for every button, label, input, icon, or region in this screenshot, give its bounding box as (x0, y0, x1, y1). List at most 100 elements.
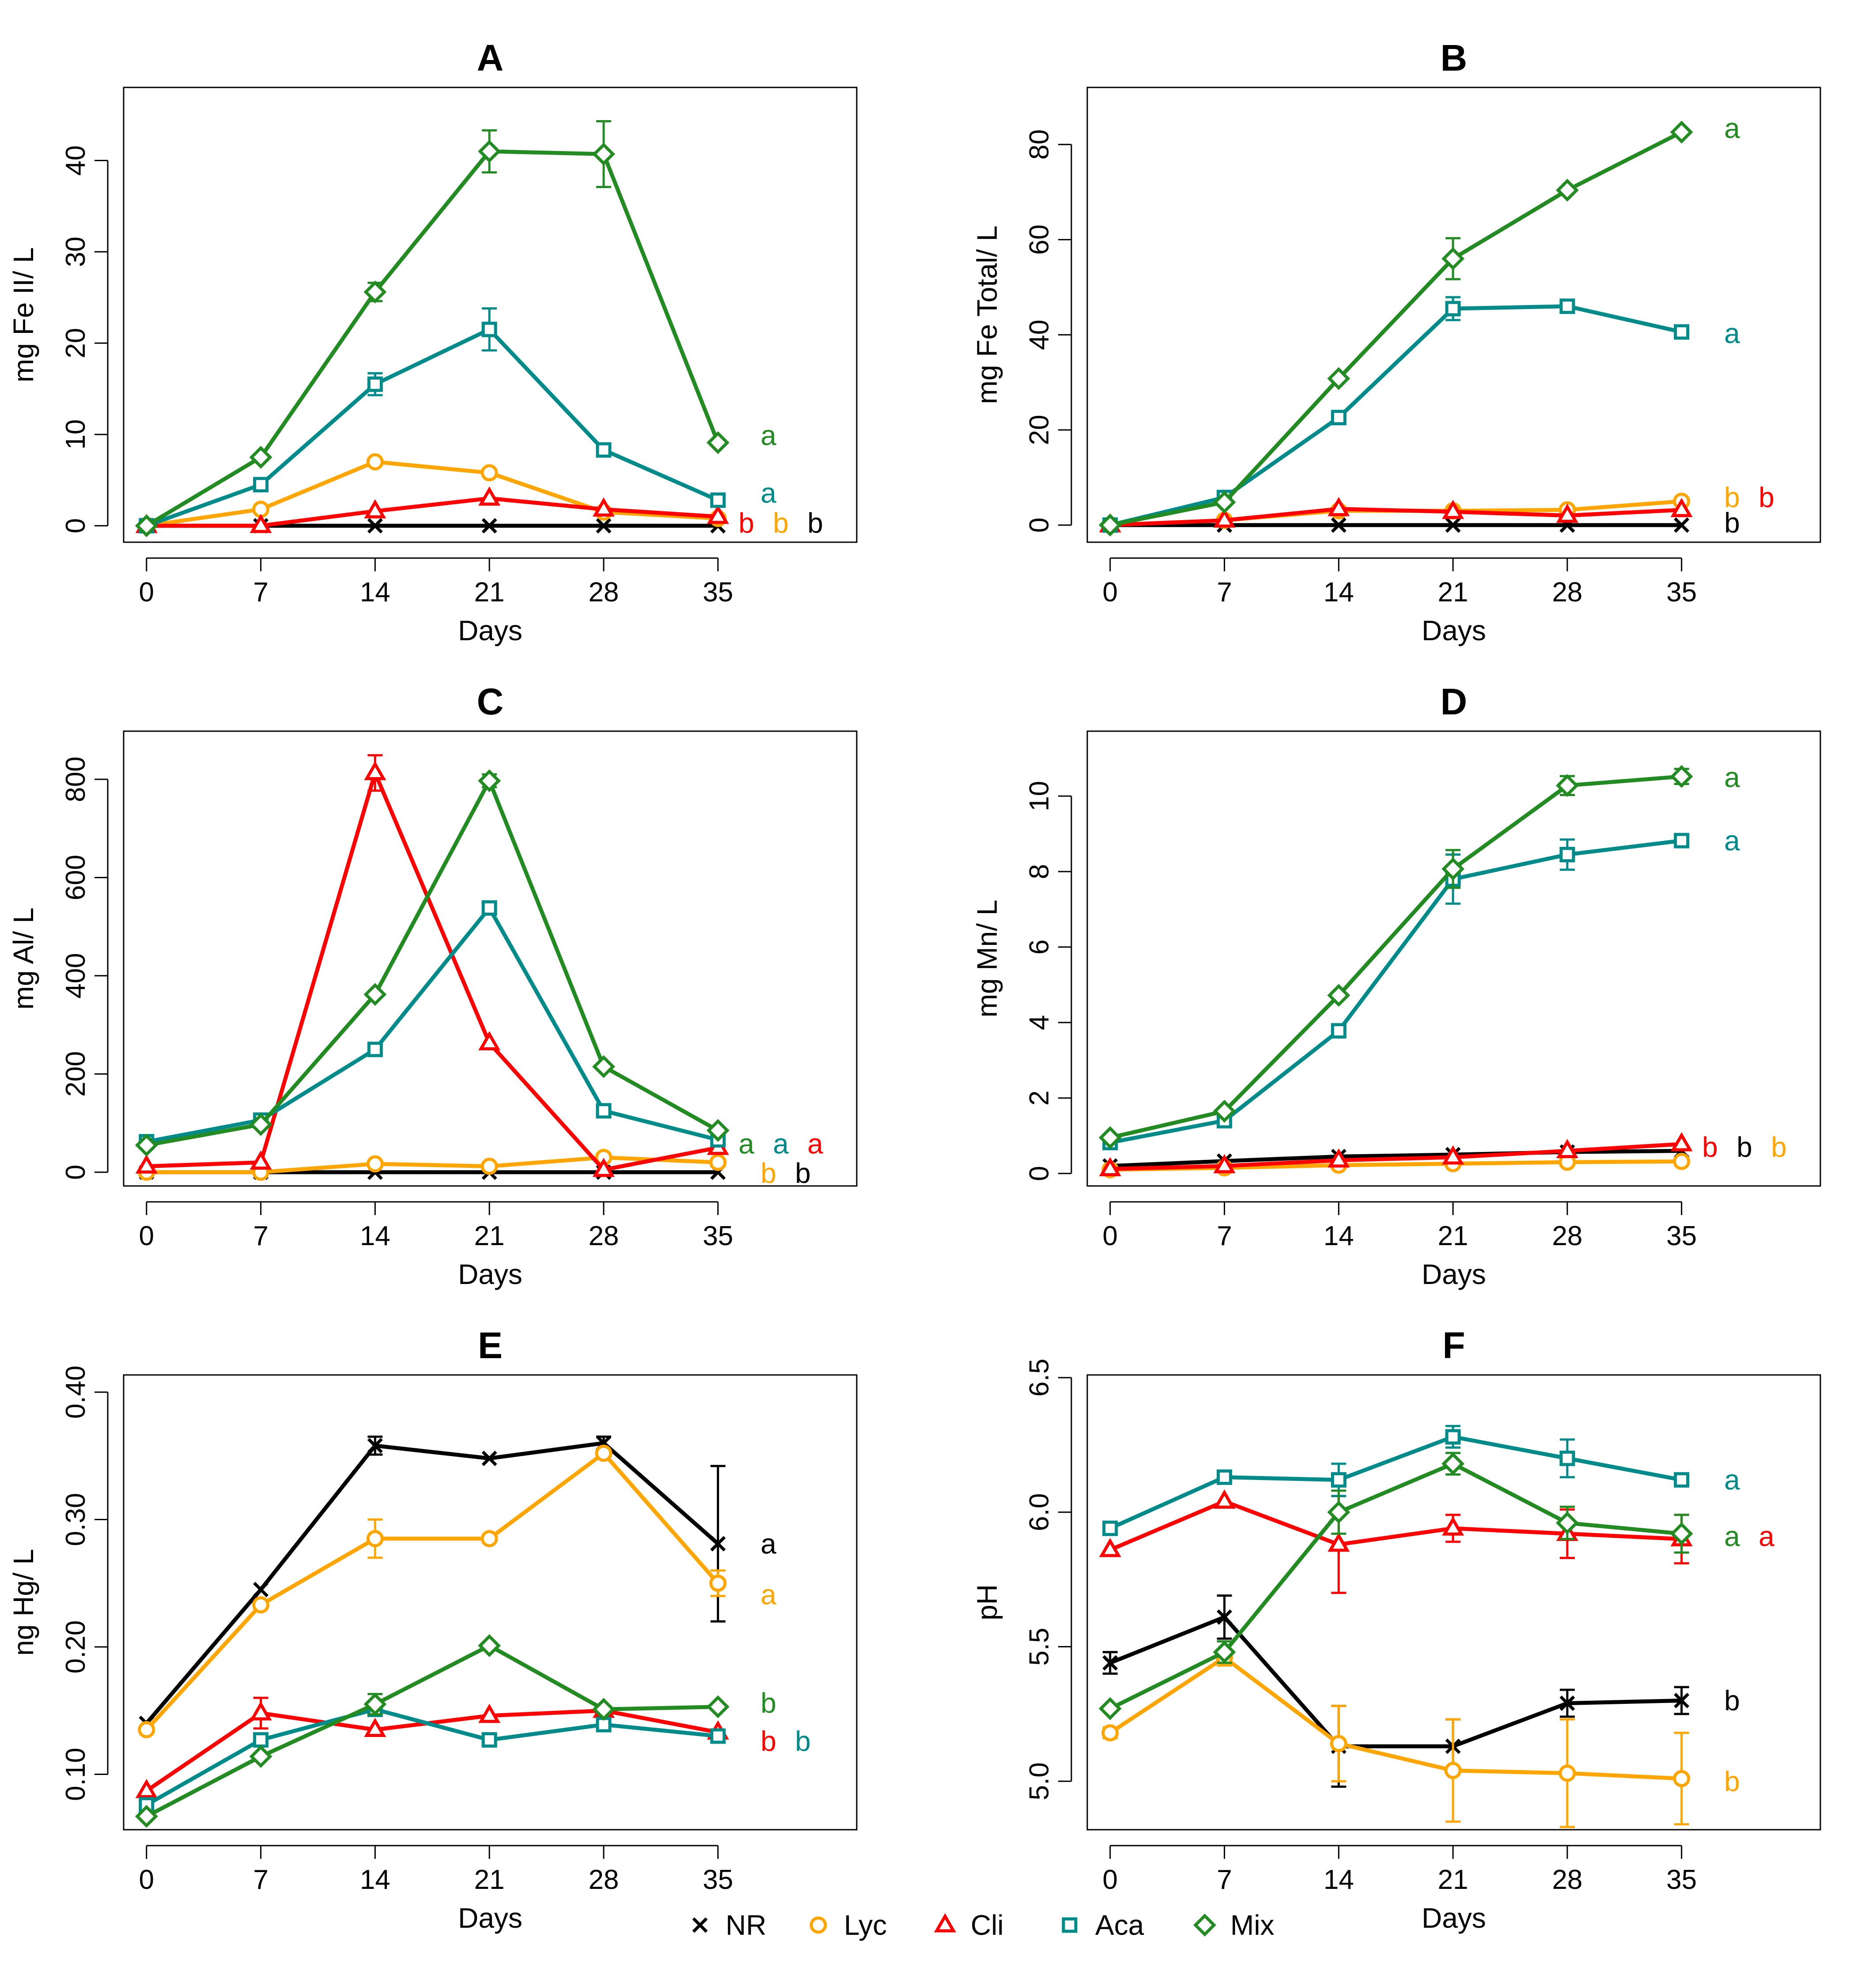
data-point (1102, 1655, 1118, 1671)
y-axis: 0 10 20 30 40 mg Fe II/ L (8, 145, 109, 533)
panel-f: F 0 7 14 21 28 35 Days 5.0 5.5 6.0 6.5 pH aa a b b (971, 1325, 1821, 1934)
data-point (592, 497, 615, 517)
data-point (1098, 1126, 1122, 1149)
series-group (1098, 121, 1693, 537)
significance-letter: b (760, 1725, 776, 1757)
x-axis-label: Days (458, 615, 522, 646)
series-mix (1098, 121, 1693, 537)
significance-letter: a (760, 1579, 776, 1611)
data-point (363, 1692, 387, 1716)
data-point (1674, 517, 1690, 533)
x-tick-label: 28 (588, 1865, 619, 1895)
plot-frame (1086, 730, 1821, 1187)
x-axis: 0 7 14 21 28 35 Days (1103, 557, 1697, 646)
y-axis: 0 2 4 6 8 10 mg Mn/ L (971, 781, 1072, 1181)
series-line (145, 1707, 719, 1807)
x-tick-label: 0 (139, 1865, 154, 1895)
data-point (1556, 178, 1579, 202)
data-point (138, 1721, 155, 1739)
panel-title: A (477, 37, 504, 79)
significance-letter: a (1724, 825, 1740, 857)
data-point (1331, 1023, 1346, 1039)
significance-letter: a (1724, 761, 1740, 793)
data-point (1556, 774, 1579, 797)
y-tick-label: 0 (61, 1165, 91, 1180)
legend-label: Cli (971, 1909, 1004, 1941)
data-point (710, 492, 726, 508)
legend-item-nr: NR (692, 1909, 766, 1941)
x-axis: 0 7 14 21 28 35 Days (1103, 1201, 1697, 1290)
y-tick-label: 20 (1024, 415, 1055, 445)
legend-label: Mix (1230, 1909, 1275, 1941)
data-point (478, 140, 501, 163)
y-axis-label: mg Fe Total/ L (971, 226, 1003, 404)
series-group (135, 1435, 730, 1828)
series-mix (1098, 765, 1693, 1149)
data-point (253, 477, 269, 493)
data-point (478, 1703, 501, 1723)
series-aca (139, 307, 726, 534)
data-point (1101, 1724, 1119, 1742)
data-point (1670, 765, 1693, 788)
x-tick-label: 14 (1324, 1865, 1354, 1895)
y-tick-label: 0.40 (61, 1366, 91, 1419)
significance-letter: b (773, 507, 789, 539)
x-tick-label: 14 (360, 1865, 390, 1895)
data-point (363, 983, 387, 1006)
data-point (1099, 1538, 1121, 1557)
series-lyc (138, 1444, 727, 1739)
significance-letter: b (1724, 1765, 1740, 1797)
data-point (481, 1450, 497, 1466)
data-point (1556, 1139, 1579, 1159)
data-point (250, 1701, 272, 1721)
data-point (1670, 498, 1693, 517)
data-point (1441, 857, 1465, 880)
series-line (146, 906, 719, 1144)
data-point (249, 1745, 272, 1768)
data-point (252, 1596, 270, 1614)
y-axis: 0.10 0.20 0.30 0.40 ng Hg/ L (8, 1366, 109, 1801)
legend-label: NR (726, 1909, 766, 1941)
x-tick-label: 0 (1103, 577, 1118, 608)
legend-marker (1062, 1917, 1078, 1933)
data-point (1213, 1489, 1236, 1509)
x-axis: 0 7 14 21 28 35 Days (139, 1845, 733, 1934)
y-axis-label: ng Hg/ L (8, 1549, 39, 1656)
x-tick-label: 21 (1438, 1865, 1468, 1895)
data-point (1328, 1148, 1350, 1168)
data-point (478, 769, 501, 793)
data-point (1099, 1157, 1121, 1177)
legend-item-lyc: Lyc (809, 1909, 887, 1941)
significance-letter: a (760, 1528, 776, 1559)
data-point (1674, 1472, 1690, 1488)
x-tick-label: 14 (360, 1221, 390, 1251)
y-axis-label: mg Mn/ L (971, 900, 1003, 1018)
y-tick-label: 400 (61, 953, 91, 998)
data-point (1330, 1735, 1347, 1752)
x-tick-label: 7 (1217, 1865, 1232, 1895)
x-tick-label: 0 (1103, 1865, 1118, 1895)
data-point (1442, 1145, 1464, 1165)
data-point (367, 518, 383, 534)
y-tick-label: 30 (61, 237, 91, 267)
significance-letter: a (807, 1128, 823, 1159)
series-group (135, 754, 730, 1181)
data-point (1559, 1450, 1575, 1466)
data-point (367, 376, 383, 392)
data-point (1213, 1099, 1236, 1123)
data-point (481, 321, 497, 337)
series-group (1098, 765, 1693, 1178)
data-point (480, 464, 498, 482)
x-tick-label: 28 (1552, 1221, 1582, 1251)
series-line (1110, 1149, 1682, 1168)
significance-letter: b (760, 1157, 776, 1189)
data-point (1556, 503, 1579, 523)
significance-letter: b (1771, 1131, 1787, 1163)
y-tick-label: 0 (1024, 517, 1055, 532)
y-axis-label: mg Fe II/ L (8, 247, 39, 382)
